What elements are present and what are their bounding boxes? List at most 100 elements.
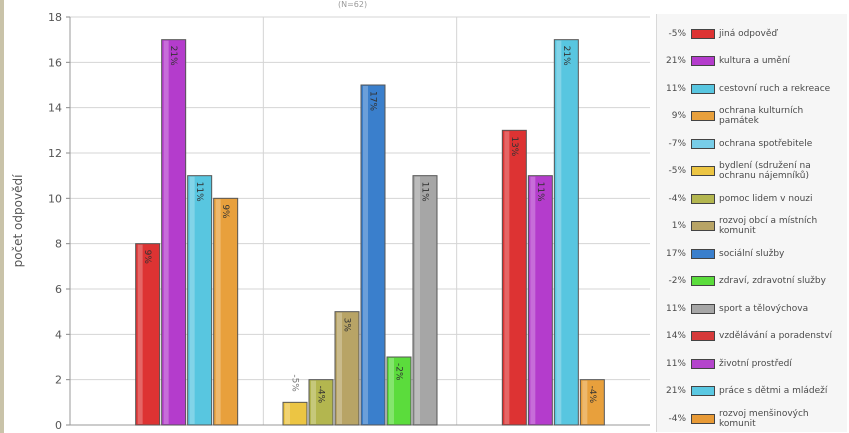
bar bbox=[187, 175, 213, 426]
bar-highlight bbox=[415, 176, 420, 424]
bar-data-label: 9% bbox=[142, 250, 152, 265]
legend-swatch bbox=[691, 413, 715, 424]
legend-percent: -2% bbox=[668, 276, 686, 287]
legend-percent: 21% bbox=[665, 56, 686, 67]
legend-item: 9% ochrana kulturních památek bbox=[657, 103, 847, 131]
y-tick-label: 10 bbox=[48, 192, 62, 205]
legend-label: sport a tělovýchova bbox=[719, 303, 809, 314]
legend-label: jiná odpověď bbox=[719, 28, 778, 39]
chart-subtitle: (N=62) bbox=[338, 0, 368, 9]
bar-data-label: 17% bbox=[368, 91, 378, 111]
legend-label: práce s dětmi a mládeží bbox=[719, 386, 828, 397]
y-tick-label: 2 bbox=[55, 374, 62, 387]
legend-percent: -7% bbox=[668, 138, 686, 149]
legend-swatch bbox=[691, 193, 715, 204]
legend-percent: -5% bbox=[668, 166, 686, 177]
legend-label: pomoc lidem v nouzi bbox=[719, 193, 813, 204]
bar bbox=[161, 39, 187, 426]
bar-data-label: 21% bbox=[168, 46, 178, 66]
bar bbox=[412, 175, 438, 426]
y-axis-label: počet odpovědí bbox=[11, 174, 25, 267]
legend-label: ochrana kulturních památek bbox=[719, 106, 804, 127]
legend-item: -5% jiná odpověď bbox=[657, 20, 847, 48]
legend-label: sociální služby bbox=[719, 248, 785, 259]
legend-label: ochrana spotřebitele bbox=[719, 138, 813, 149]
bar-data-label: 11% bbox=[420, 182, 430, 202]
bar bbox=[386, 356, 412, 426]
legend-percent: 1% bbox=[671, 221, 686, 232]
legend-label: bydlení (sdružení na ochranu nájemníků) bbox=[719, 161, 811, 182]
bar-highlight bbox=[556, 40, 562, 425]
bar-data-label: 13% bbox=[509, 136, 519, 156]
y-tick-label: 8 bbox=[55, 238, 62, 251]
bar bbox=[308, 379, 334, 426]
legend-swatch bbox=[691, 138, 715, 149]
legend-swatch bbox=[691, 248, 715, 259]
y-tick-label: 4 bbox=[55, 328, 62, 341]
legend-item: 11% cestovní ruch a rekreace bbox=[657, 75, 847, 103]
legend: -5% jiná odpověď 21% kultura a umění 11% cest… bbox=[656, 14, 847, 432]
bar-data-label: 21% bbox=[561, 46, 571, 66]
bar-data-label: -5% bbox=[290, 374, 300, 392]
legend-percent: 11% bbox=[665, 303, 686, 314]
bar bbox=[553, 39, 579, 426]
legend-item: 21% práce s dětmi a mládeží bbox=[657, 378, 847, 406]
bar-highlight bbox=[363, 86, 368, 424]
legend-label: rozvoj menšinových komunit bbox=[719, 408, 809, 429]
legend-swatch bbox=[691, 28, 715, 39]
legend-label: vzdělávání a poradenství bbox=[719, 331, 833, 342]
bar bbox=[579, 379, 605, 426]
legend-item: -5% bydlení (sdružení na ochranu nájemník… bbox=[657, 158, 847, 186]
legend-item: 1% rozvoj obcí a místních komunit bbox=[657, 213, 847, 241]
legend-percent: 17% bbox=[665, 248, 686, 259]
legend-swatch bbox=[691, 56, 715, 67]
legend-percent: 11% bbox=[665, 358, 686, 369]
bar bbox=[282, 401, 308, 426]
legend-label: zdraví, zdravotní služby bbox=[719, 276, 826, 287]
bar-highlight bbox=[504, 131, 510, 425]
bar bbox=[501, 129, 527, 426]
bar bbox=[334, 311, 360, 426]
legend-percent: 21% bbox=[665, 386, 686, 397]
legend-swatch bbox=[691, 111, 715, 122]
bar-highlight bbox=[163, 40, 169, 425]
bar-data-label: 11% bbox=[194, 182, 204, 202]
legend-swatch bbox=[691, 331, 715, 342]
legend-swatch bbox=[691, 166, 715, 177]
legend-item: -4% pomoc lidem v nouzi bbox=[657, 185, 847, 213]
left-frame bbox=[0, 0, 4, 433]
y-tick-label: 14 bbox=[48, 102, 62, 115]
bar-chart: 0 2 4 6 8 10 12 14 16 18 počet odpovědí 9% 21% 11% 9% -… bbox=[11, 11, 650, 432]
legend-item: 14% vzdělávání a poradenství bbox=[657, 323, 847, 351]
legend-percent: -4% bbox=[668, 193, 686, 204]
legend-percent: 14% bbox=[665, 331, 686, 342]
legend-percent: 9% bbox=[671, 111, 686, 122]
bar-highlight bbox=[311, 380, 316, 424]
y-tick-label: 16 bbox=[48, 56, 62, 69]
legend-item: -2% zdraví, zdravotní služby bbox=[657, 268, 847, 296]
bar-highlight bbox=[582, 380, 588, 424]
legend-item: -4% rozvoj menšinových komunit bbox=[657, 405, 847, 433]
bar-data-label: 9% bbox=[220, 204, 230, 219]
legend-swatch bbox=[691, 386, 715, 397]
bar-data-label: 11% bbox=[535, 182, 545, 202]
legend-label: rozvoj obcí a místních komunit bbox=[719, 216, 818, 237]
legend-swatch bbox=[691, 83, 715, 94]
bar-highlight bbox=[389, 358, 394, 424]
y-tick-label: 0 bbox=[55, 419, 62, 432]
y-tick-label: 18 bbox=[48, 11, 62, 24]
legend-label: cestovní ruch a rekreace bbox=[719, 83, 831, 94]
bar-highlight bbox=[137, 244, 143, 424]
bar-highlight bbox=[337, 312, 342, 424]
legend-item: 11% sport a tělovýchova bbox=[657, 295, 847, 323]
bar-highlight bbox=[285, 403, 290, 424]
y-tick-label: 12 bbox=[48, 147, 62, 160]
bar bbox=[213, 197, 239, 426]
legend-swatch bbox=[691, 221, 715, 232]
legend-percent: 11% bbox=[665, 83, 686, 94]
bar bbox=[135, 243, 161, 426]
legend-label: kultura a umění bbox=[719, 56, 791, 67]
bar-data-label: -4% bbox=[316, 386, 326, 404]
legend-percent: -5% bbox=[668, 28, 686, 39]
